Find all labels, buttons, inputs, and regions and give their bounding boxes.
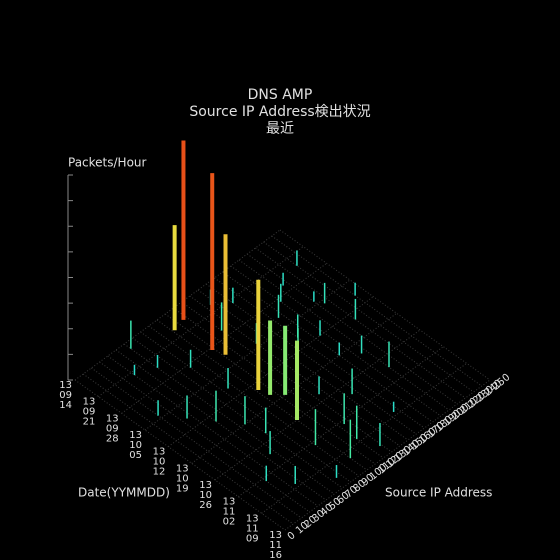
z-tick-label: 13: [59, 380, 72, 391]
z-tick-label: 13: [269, 530, 282, 541]
grid-line: [271, 235, 483, 387]
grid-line: [144, 279, 351, 431]
grid-line: [115, 349, 327, 501]
grid-line: [246, 253, 458, 405]
grid-line: [230, 265, 442, 417]
y-axis-label: Packets/Hour: [68, 156, 147, 170]
z-tick-label: 13: [129, 430, 142, 441]
grid-line: [191, 312, 397, 464]
grid-line: [121, 262, 327, 414]
grid-line: [284, 379, 491, 531]
z-tick-label: 13: [153, 447, 166, 458]
z-tick-label: 13: [83, 397, 96, 408]
z-tick-label: 13: [106, 413, 119, 424]
grid-line: [189, 295, 401, 447]
grid-line: [214, 277, 425, 429]
z-tick-label: 09: [59, 390, 72, 401]
z-tick-label: 12: [153, 467, 166, 478]
x-tick-label: 250: [491, 372, 513, 393]
chart-title: DNS AMP: [248, 87, 313, 103]
z-tick-label: 09: [106, 423, 119, 434]
z-tick-label: 21: [83, 417, 96, 428]
z-tick-label: 13: [176, 463, 189, 474]
grid-line: [98, 246, 304, 398]
grid-line: [82, 373, 294, 525]
z-tick-label: 26: [199, 500, 212, 511]
grid-line: [168, 296, 374, 448]
grid-line: [205, 283, 417, 435]
z-tick-label: 13: [246, 513, 259, 524]
grid-line: [279, 229, 491, 381]
x-axis-label: Source IP Address: [385, 486, 492, 500]
z-tick-label: 09: [83, 407, 96, 418]
grid-line: [123, 343, 335, 495]
z-tick-label: 05: [129, 450, 142, 461]
z-tick-label: 28: [106, 433, 119, 444]
grid-line: [255, 247, 466, 399]
x-tick-label: 0: [286, 530, 298, 543]
z-axis-label: Date(YYMMDD): [78, 486, 170, 500]
z-tick-label: 16: [269, 550, 282, 560]
grid-line: [222, 271, 433, 423]
grid-line: [91, 367, 302, 519]
grid-line: [263, 241, 474, 393]
grid-line: [74, 379, 286, 531]
z-tick-label: 11: [269, 540, 282, 551]
grid-line: [99, 361, 310, 513]
grid-line: [74, 229, 281, 381]
z-tick-label: 13: [223, 497, 236, 508]
z-tick-label: 19: [176, 483, 189, 494]
grid-line: [148, 325, 360, 477]
z-tick-label: 14: [59, 400, 72, 411]
z-tick-label: 02: [223, 517, 236, 528]
grid-line: [238, 259, 450, 411]
grid-line: [156, 319, 368, 471]
grid-line: [197, 289, 409, 441]
grid-line: [261, 362, 467, 514]
chart-title: 最近: [266, 121, 294, 137]
grid-line: [238, 346, 444, 498]
z-tick-label: 13: [199, 480, 212, 491]
z-tick-label: 11: [223, 507, 236, 518]
grid-line: [132, 337, 343, 489]
z-tick-label: 10: [129, 440, 142, 451]
z-tick-label: 10: [153, 457, 166, 468]
z-tick-label: 09: [246, 533, 259, 544]
grid-line: [107, 355, 319, 507]
z-tick-label: 10: [199, 490, 212, 501]
z-tick-label: 11: [246, 523, 259, 534]
grid-line: [173, 307, 384, 459]
grid-line: [214, 329, 421, 481]
chart-title: Source IP Address検出状況: [189, 104, 370, 120]
z-tick-label: 10: [176, 473, 189, 484]
